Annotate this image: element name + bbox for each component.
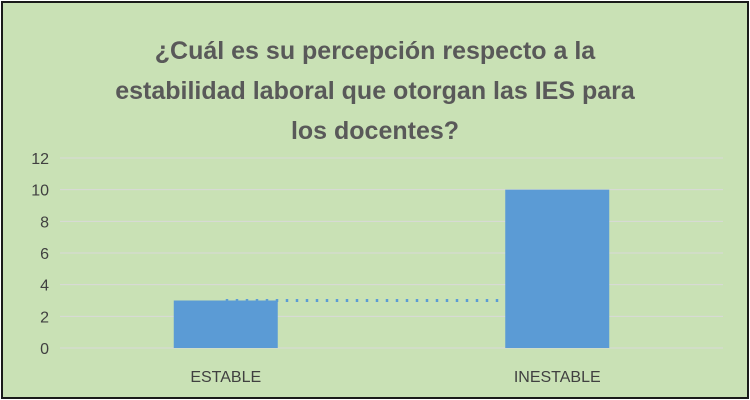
chart-title: ¿Cuál es su percepción respecto a la est… — [3, 31, 747, 151]
y-tick-label: 12 — [31, 151, 49, 168]
x-category-label: INESTABLE — [514, 369, 601, 386]
y-tick-label: 6 — [40, 246, 49, 263]
chart-title-line-2: estabilidad laboral que otorgan las IES … — [115, 77, 635, 105]
bar-inestable — [505, 189, 610, 348]
chart-title-line-3: los docentes? — [290, 117, 460, 145]
y-tick-label: 10 — [31, 183, 49, 200]
y-tick-label: 8 — [40, 214, 49, 231]
bar-chart-plot: 0 2 4 6 8 10 12 ESTABLE INESTABLE — [31, 151, 723, 386]
y-tick-label: 4 — [40, 278, 49, 295]
chart-title-line-1: ¿Cuál es su percepción respecto a la — [154, 37, 596, 65]
y-tick-label: 0 — [40, 341, 49, 358]
x-category-label: ESTABLE — [190, 369, 261, 386]
y-tick-label: 2 — [40, 309, 49, 326]
bar-estable — [173, 300, 278, 348]
